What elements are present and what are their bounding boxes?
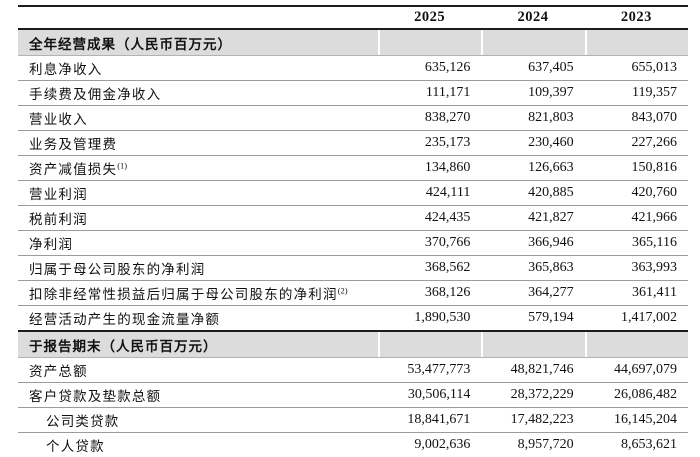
table-row: 资产减值损失(1) 134,860 126,663 150,816	[18, 156, 688, 181]
value-2024: 637,405	[528, 60, 574, 75]
value-2023: 227,266	[631, 135, 678, 150]
financial-summary-table: 2025 2024 2023 全年经营成果（人民币百万元） 利息净收入 635,…	[18, 5, 688, 457]
table-row: 扣除非经常性损益后归属于母公司股东的净利润(2) 368,126 364,277…	[18, 281, 688, 306]
row-label: 经营活动产生的现金流量净额	[29, 312, 221, 327]
value-2025: 424,435	[424, 210, 471, 225]
value-2023: 150,816	[631, 160, 678, 175]
value-2024: 126,663	[528, 160, 574, 175]
table-row: 净利润 370,766 366,946 365,116	[18, 231, 688, 256]
value-2025: 53,477,773	[407, 362, 471, 377]
value-2024: 365,863	[528, 260, 574, 275]
value-2024: 17,482,223	[510, 412, 574, 427]
table-row: 客户贷款及垫款总额 30,506,114 28,372,229 26,086,4…	[18, 383, 688, 408]
section-band-cell	[380, 332, 482, 357]
section-band-cell	[586, 332, 688, 357]
value-2025: 635,126	[424, 60, 471, 75]
value-2024: 366,946	[528, 235, 574, 250]
row-label: 业务及管理费	[29, 137, 118, 152]
value-2024: 8,957,720	[517, 437, 574, 452]
table-row: 利息净收入 635,126 637,405 655,013	[18, 56, 688, 81]
value-2023: 1,417,002	[621, 310, 677, 325]
row-label: 资产总额	[29, 364, 88, 379]
year-header-2023: 2023	[620, 9, 652, 25]
table-row: 归属于母公司股东的净利润 368,562 365,863 363,993	[18, 256, 688, 281]
value-2024: 48,821,746	[510, 362, 574, 377]
footnote-marker: (1)	[117, 160, 128, 171]
value-2025: 134,860	[424, 160, 471, 175]
row-label: 手续费及佣金净收入	[29, 87, 162, 102]
value-2025: 235,173	[424, 135, 471, 150]
year-header-row: 2025 2024 2023	[18, 7, 688, 30]
row-label: 税前利润	[29, 212, 88, 227]
footnote-marker: (2)	[337, 285, 348, 296]
value-2025: 1,890,530	[414, 310, 471, 325]
section-band-cell	[483, 332, 585, 357]
section-title: 于报告期末（人民币百万元）	[29, 338, 218, 354]
value-2025: 18,841,671	[407, 412, 471, 427]
section-band-cell	[380, 30, 482, 55]
row-label: 个人贷款	[46, 439, 105, 454]
row-label: 利息净收入	[29, 62, 103, 77]
table-row: 营业收入 838,270 821,803 843,070	[18, 106, 688, 131]
value-2023: 119,357	[632, 85, 677, 100]
value-2025: 424,111	[425, 185, 471, 200]
value-2025: 9,002,636	[414, 437, 471, 452]
value-2023: 421,966	[631, 210, 678, 225]
row-label: 扣除非经常性损益后归属于母公司股东的净利润(2)	[29, 285, 348, 302]
table-row: 业务及管理费 235,173 230,460 227,266	[18, 131, 688, 156]
row-label: 净利润	[29, 237, 74, 252]
row-label: 归属于母公司股东的净利润	[29, 262, 206, 277]
table-row: 手续费及佣金净收入 111,171 109,397 119,357	[18, 81, 688, 106]
value-2024: 579,194	[528, 310, 574, 325]
value-2023: 16,145,204	[614, 412, 677, 427]
table-row: 税前利润 424,435 421,827 421,966	[18, 206, 688, 231]
section-band-cell	[586, 30, 688, 55]
value-2025: 30,506,114	[407, 387, 471, 402]
value-2024: 821,803	[528, 110, 574, 125]
value-2024: 230,460	[528, 135, 574, 150]
row-label: 资产减值损失(1)	[29, 160, 128, 177]
value-2025: 370,766	[424, 235, 471, 250]
row-label: 营业收入	[29, 112, 88, 127]
value-2023: 655,013	[631, 60, 678, 75]
value-2024: 421,827	[528, 210, 574, 225]
value-2025: 838,270	[424, 110, 471, 125]
value-2025: 368,562	[424, 260, 471, 275]
value-2023: 365,116	[632, 235, 677, 250]
value-2023: 420,760	[631, 185, 678, 200]
value-2023: 361,411	[632, 285, 677, 300]
table-row: 资产总额 53,477,773 48,821,746 44,697,079	[18, 358, 688, 383]
value-2025: 368,126	[424, 285, 471, 300]
value-2023: 44,697,079	[614, 362, 677, 377]
section-title: 全年经营成果（人民币百万元）	[29, 36, 232, 52]
value-2023: 26,086,482	[614, 387, 677, 402]
table-row: 营业利润 424,111 420,885 420,760	[18, 181, 688, 206]
value-2023: 8,653,621	[621, 437, 677, 452]
row-label: 公司类贷款	[46, 414, 120, 429]
table-row: 个人贷款 9,002,636 8,957,720 8,653,621	[18, 433, 688, 457]
row-label: 客户贷款及垫款总额	[29, 389, 162, 404]
value-2024: 420,885	[528, 185, 574, 200]
year-header-2025: 2025	[414, 9, 446, 25]
value-2023: 843,070	[631, 110, 678, 125]
value-2024: 364,277	[528, 285, 574, 300]
row-label: 营业利润	[29, 187, 88, 202]
value-2023: 363,993	[631, 260, 678, 275]
section-band-cell	[483, 30, 585, 55]
value-2025: 111,171	[425, 85, 471, 100]
value-2024: 109,397	[528, 85, 574, 100]
year-header-2024: 2024	[517, 9, 549, 25]
table-row: 公司类贷款 18,841,671 17,482,223 16,145,204	[18, 408, 688, 433]
value-2024: 28,372,229	[510, 387, 574, 402]
section-header-period-end: 于报告期末（人民币百万元）	[18, 330, 688, 358]
section-header-annual-results: 全年经营成果（人民币百万元）	[18, 30, 688, 56]
table-row: 经营活动产生的现金流量净额 1,890,530 579,194 1,417,00…	[18, 306, 688, 330]
